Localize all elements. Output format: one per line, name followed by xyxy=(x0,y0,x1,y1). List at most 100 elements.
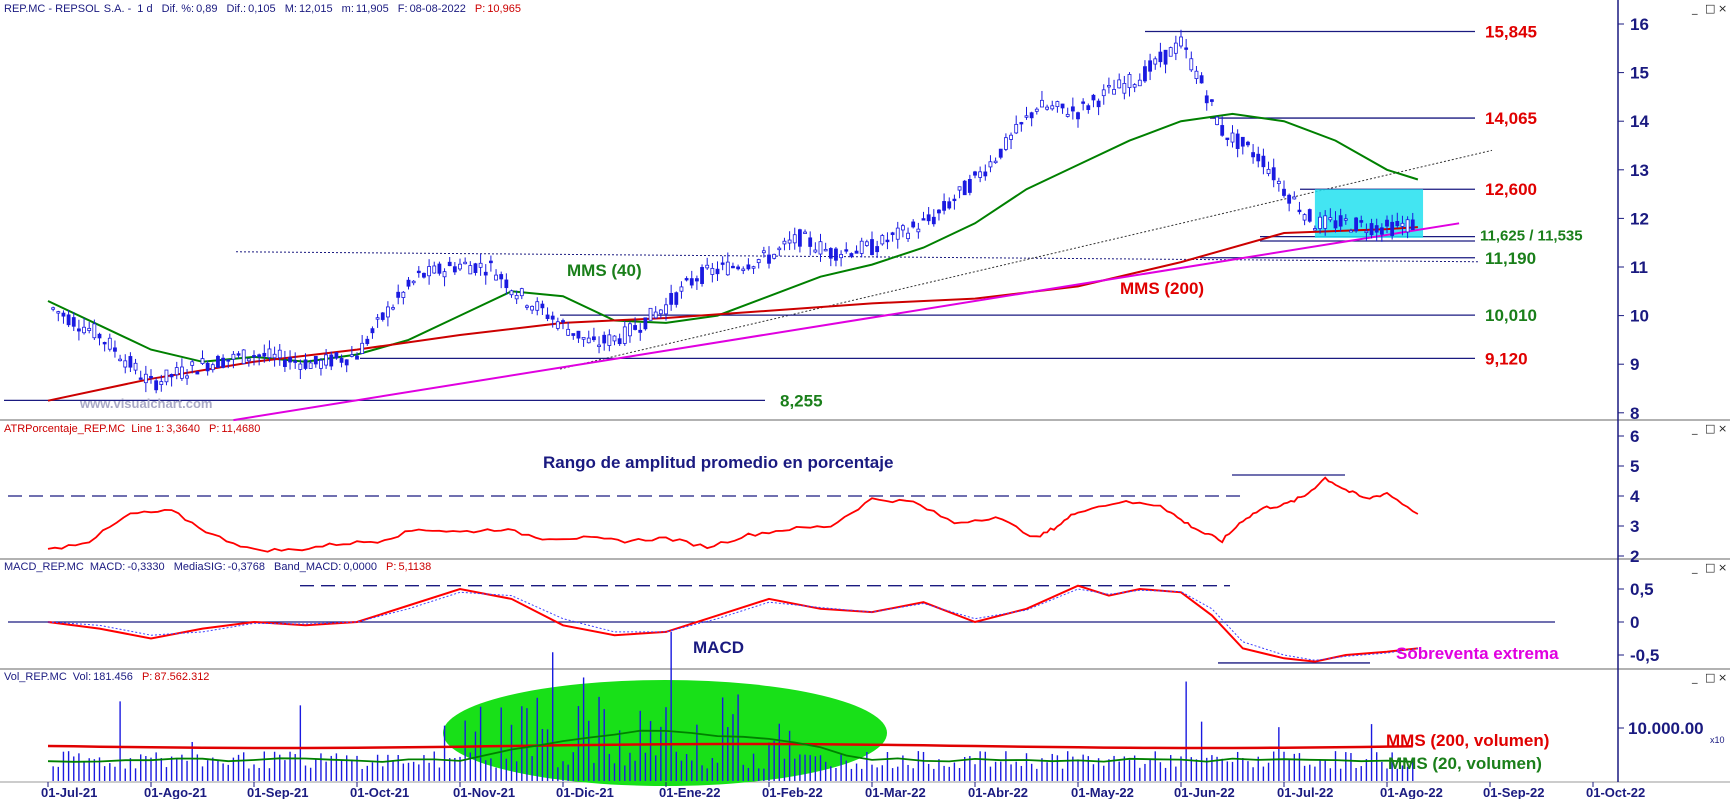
candle-body xyxy=(252,355,256,358)
candle-body xyxy=(705,264,710,269)
candle-body xyxy=(262,352,267,357)
candle-body xyxy=(772,253,777,259)
candle-body xyxy=(813,249,818,253)
candle-body xyxy=(1343,218,1348,221)
close-icon[interactable]: × xyxy=(1718,561,1727,574)
candle-body xyxy=(1184,47,1189,50)
candle-body xyxy=(901,225,905,231)
minimize-icon[interactable]: _ xyxy=(1691,422,1698,435)
candle-body xyxy=(329,354,334,367)
close-icon[interactable]: × xyxy=(1718,2,1727,15)
candle-body xyxy=(396,291,401,298)
candle-body xyxy=(509,290,514,296)
restore-icon[interactable]: □ xyxy=(1705,2,1715,15)
minimize-icon[interactable]: _ xyxy=(1691,2,1698,15)
candle-body xyxy=(1117,79,1122,89)
price-tick-label: 15 xyxy=(1630,64,1649,83)
candle-body xyxy=(777,247,782,251)
volume-header: Vol_REP.MC Vol: 181.456 P: 87.562.312 xyxy=(4,671,209,683)
candle-body xyxy=(1251,152,1255,158)
candle-body xyxy=(741,268,746,271)
candle-body xyxy=(803,231,807,234)
candle-body xyxy=(365,338,370,345)
candle-body xyxy=(787,239,792,244)
candle-body xyxy=(792,234,797,244)
candle-body xyxy=(66,314,71,326)
candle-body xyxy=(138,377,143,380)
candle-body xyxy=(555,321,560,329)
candle-body xyxy=(422,272,426,278)
window-controls[interactable]: _ □ ×_ □ ×_ □ ×_ □ × xyxy=(1691,2,1727,684)
candle-body xyxy=(1158,51,1163,63)
candle-body xyxy=(1091,94,1096,101)
minimize-icon[interactable]: _ xyxy=(1691,671,1698,684)
date-tick-label: 01-Jul-22 xyxy=(1277,785,1333,799)
candle-body xyxy=(442,271,447,278)
candle-body xyxy=(602,334,607,344)
candle-body xyxy=(643,317,648,330)
candle-body xyxy=(1173,42,1178,54)
date-tick-label: 01-May-22 xyxy=(1071,785,1134,799)
candle-body xyxy=(77,328,81,332)
candle-body xyxy=(257,354,262,358)
candle-body xyxy=(1189,58,1194,71)
candle-body xyxy=(143,373,148,384)
panel-frames xyxy=(0,0,1730,783)
candle-body xyxy=(401,291,406,298)
candle-body xyxy=(1081,101,1086,104)
candle-body xyxy=(241,349,246,365)
macd-panel: MACD Sobreventa extrema xyxy=(8,584,1559,664)
date-tick-label: 01-Ene-22 xyxy=(659,785,720,799)
candle-body xyxy=(324,354,329,366)
close-icon[interactable]: × xyxy=(1718,422,1727,435)
close-icon[interactable]: × xyxy=(1718,671,1727,684)
candle-body xyxy=(947,201,952,209)
candle-body xyxy=(1014,123,1019,134)
candle-body xyxy=(679,286,684,292)
candle-body xyxy=(205,362,210,372)
candle-body xyxy=(463,261,468,265)
minimize-icon[interactable]: _ xyxy=(1691,561,1698,574)
restore-icon[interactable]: □ xyxy=(1705,561,1715,574)
candle-body xyxy=(540,303,545,309)
candle-body xyxy=(586,337,591,344)
candle-body xyxy=(210,364,215,371)
candle-body xyxy=(720,262,725,265)
candle-body xyxy=(1194,70,1199,80)
date-tick-label: 01-Oct-21 xyxy=(350,785,409,799)
candle-body xyxy=(808,237,813,247)
candle-body xyxy=(1282,188,1286,196)
candle-body xyxy=(87,327,92,331)
candle-body xyxy=(128,356,133,368)
candle-body xyxy=(118,358,122,362)
candle-body xyxy=(1179,36,1183,47)
candle-body xyxy=(1225,137,1230,140)
candle-body xyxy=(499,274,504,280)
candle-body xyxy=(1122,83,1127,94)
candle-body xyxy=(282,359,287,367)
candle-body xyxy=(216,355,220,368)
candle-body xyxy=(1029,112,1034,119)
candle-body xyxy=(1220,125,1225,136)
atr-header: ATRPorcentaje_REP.MC Line 1: 3,3640 P: 11,4… xyxy=(4,423,260,435)
candle-body xyxy=(689,278,694,286)
restore-icon[interactable]: □ xyxy=(1705,671,1715,684)
candle-body xyxy=(339,357,344,363)
candle-body xyxy=(653,311,658,319)
candle-body xyxy=(761,250,766,254)
date-tick-label: 01-Ago-21 xyxy=(144,785,207,799)
candle-body xyxy=(185,375,189,379)
candle-body xyxy=(942,201,946,211)
candle-body xyxy=(633,325,637,330)
candle-body xyxy=(1148,60,1152,72)
candle-body xyxy=(360,342,365,354)
candle-body xyxy=(169,374,174,378)
restore-icon[interactable]: □ xyxy=(1705,422,1715,435)
candle-body xyxy=(82,326,86,334)
candle-body xyxy=(1333,220,1338,229)
level-label: 8,255 xyxy=(780,391,823,410)
candle-body xyxy=(1359,220,1364,223)
candle-body xyxy=(1137,79,1142,87)
date-tick-label: 01-Ago-22 xyxy=(1380,785,1443,799)
